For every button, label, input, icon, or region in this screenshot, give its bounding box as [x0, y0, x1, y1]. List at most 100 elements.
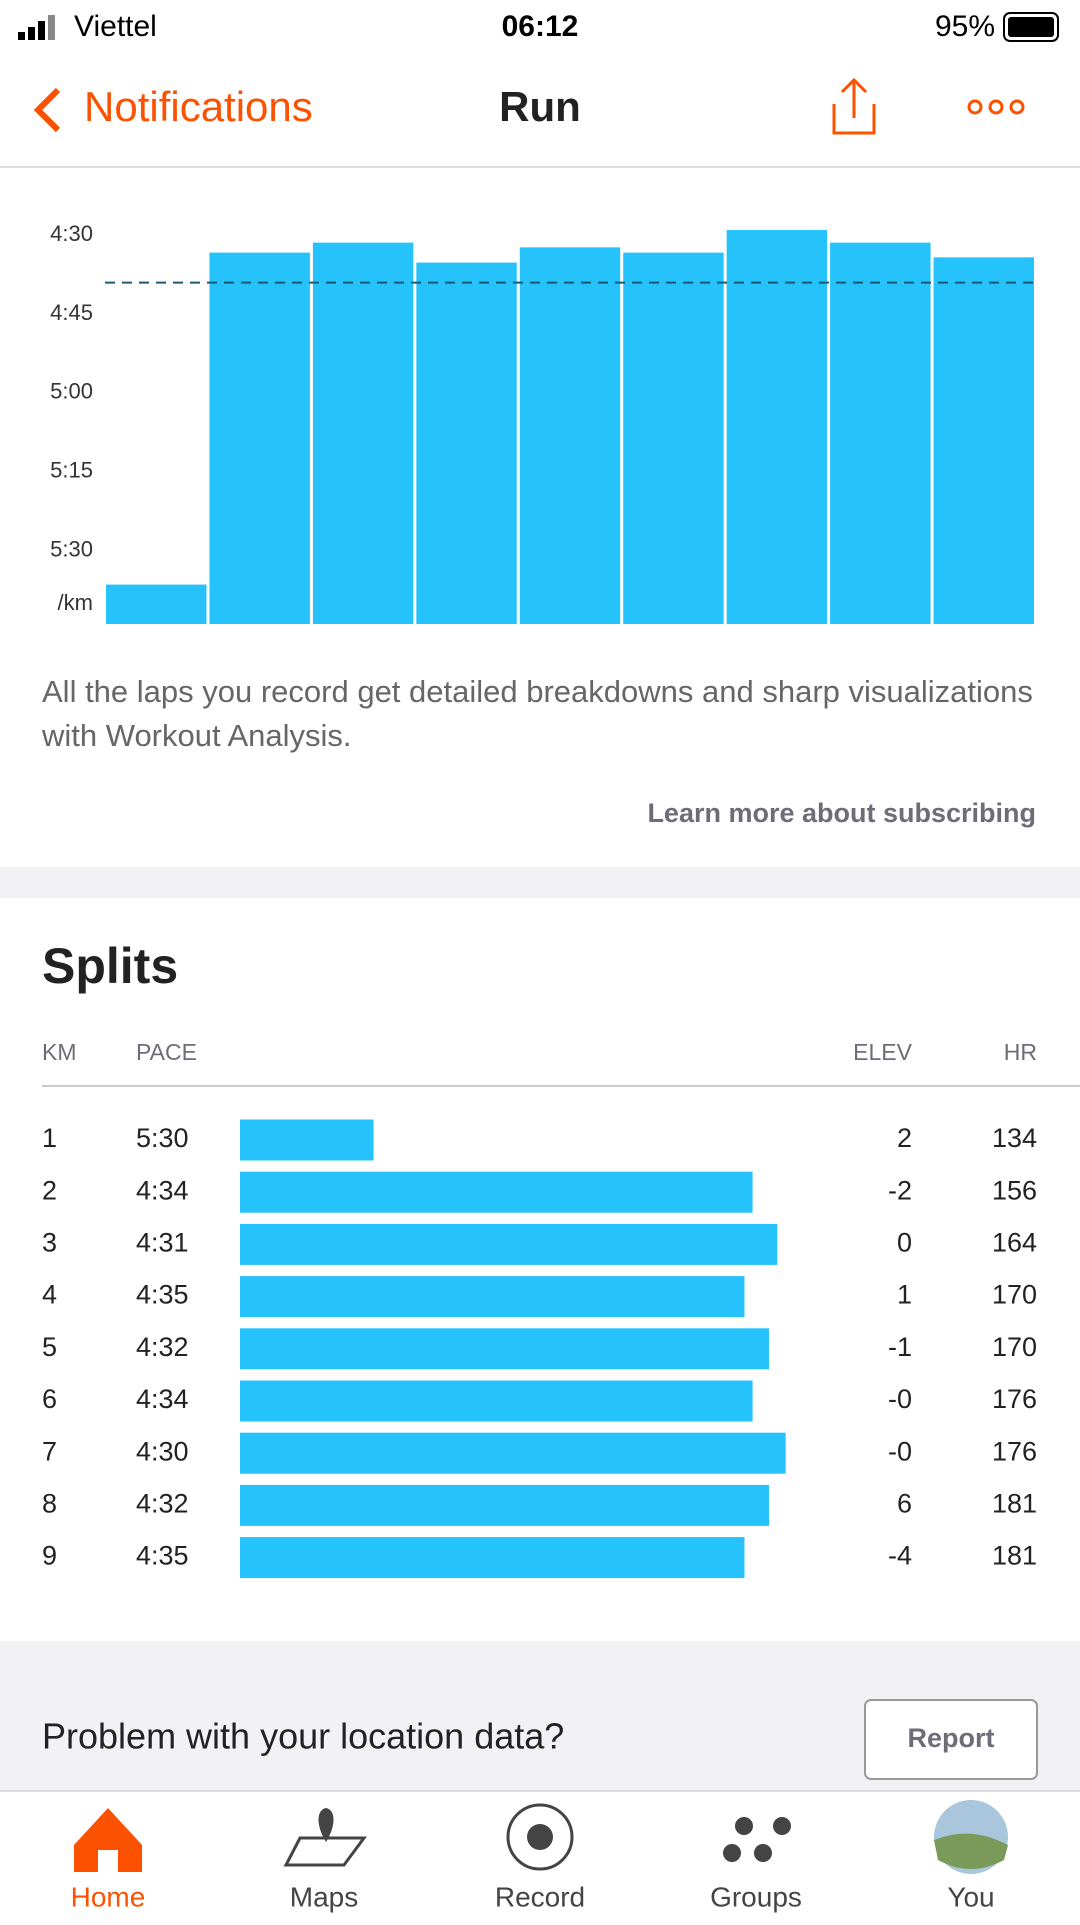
- y-tick-label: 5:00: [50, 379, 93, 404]
- split-elev: 6: [897, 1489, 912, 1519]
- back-button[interactable]: Notifications: [84, 83, 313, 130]
- split-pace: 4:34: [136, 1175, 189, 1205]
- split-elev: 0: [897, 1228, 912, 1258]
- split-hr: 181: [992, 1541, 1037, 1571]
- record-icon[interactable]: [506, 1803, 574, 1871]
- split-pace: 4:32: [136, 1489, 189, 1519]
- home-icon[interactable]: [74, 1808, 142, 1872]
- header-hr: HR: [1004, 1039, 1037, 1065]
- maps-icon[interactable]: [283, 1836, 367, 1867]
- share-icon[interactable]: [832, 77, 876, 135]
- tab-label[interactable]: You: [947, 1881, 994, 1912]
- promo-line: All the laps you record get detailed bre…: [42, 674, 1033, 709]
- carrier: Viettel: [74, 10, 157, 43]
- maps-pin: [318, 1808, 334, 1842]
- lap-bar: [312, 242, 414, 625]
- split-hr: 181: [992, 1489, 1037, 1519]
- split-km: 9: [42, 1541, 57, 1571]
- avatar-landscape: [934, 1833, 1008, 1869]
- header-elev: ELEV: [853, 1039, 912, 1065]
- tab-bar: [0, 1791, 1080, 1920]
- split-hr: 176: [992, 1436, 1037, 1466]
- split-elev: -2: [888, 1175, 912, 1205]
- split-km: 1: [42, 1123, 57, 1153]
- y-tick-label: 5:30: [50, 536, 93, 561]
- split-elev: 2: [897, 1123, 912, 1153]
- lap-bar: [519, 247, 621, 625]
- report-label[interactable]: Report: [908, 1723, 995, 1753]
- subscribe-link[interactable]: Learn more about subscribing: [647, 798, 1036, 828]
- tab-label[interactable]: Maps: [290, 1881, 358, 1912]
- splits-table: 1 5:30 2 134 2 4:34 -2 156 3 4:31 0 164 4 4:35 1 170 5 4:…: [42, 1119, 1037, 1579]
- tab-label[interactable]: Record: [495, 1881, 585, 1912]
- lap-bar: [106, 584, 207, 624]
- home-icon-door: [98, 1850, 118, 1872]
- split-hr: 170: [992, 1280, 1037, 1310]
- split-bar: [240, 1328, 769, 1370]
- split-elev: -4: [888, 1541, 912, 1571]
- groups-icon[interactable]: [723, 1817, 791, 1862]
- split-hr: 176: [992, 1384, 1037, 1414]
- split-pace: 4:34: [136, 1384, 189, 1414]
- split-km: 2: [42, 1175, 57, 1205]
- split-hr: 170: [992, 1332, 1037, 1362]
- nav-bar: Notifications Run: [0, 77, 1080, 168]
- split-hr: 134: [992, 1123, 1037, 1153]
- split-pace: 4:31: [136, 1228, 189, 1258]
- report-button[interactable]: [864, 1699, 1038, 1780]
- split-bar: [240, 1223, 778, 1265]
- splits-title: Splits: [42, 938, 178, 994]
- split-elev: -0: [888, 1436, 912, 1466]
- split-bar: [240, 1276, 745, 1318]
- split-pace: 4:32: [136, 1332, 189, 1362]
- more-icon[interactable]: [967, 99, 1025, 115]
- tab-labels: Home Maps Record Groups You: [71, 1881, 995, 1912]
- section-gap: [0, 867, 1080, 898]
- battery-level: 95%: [935, 10, 995, 43]
- lap-bar: [726, 230, 828, 624]
- clock: 06:12: [502, 10, 579, 43]
- split-bar: [240, 1432, 786, 1474]
- promo-line: with Workout Analysis.: [41, 718, 352, 753]
- split-pace: 4:35: [136, 1280, 189, 1310]
- y-unit: /km: [58, 590, 93, 615]
- split-bar: [240, 1171, 753, 1213]
- y-tick-label: 5:15: [50, 457, 93, 482]
- y-tick-label: 4:30: [50, 221, 93, 246]
- lap-bar: [623, 252, 724, 625]
- signal: [18, 32, 25, 40]
- tab-label[interactable]: Groups: [710, 1881, 802, 1912]
- split-km: 8: [42, 1489, 57, 1519]
- split-bar: [240, 1380, 753, 1422]
- split-pace: 4:30: [136, 1436, 189, 1466]
- split-bar: [240, 1119, 374, 1161]
- signal: [48, 15, 55, 40]
- tab-label[interactable]: Home: [71, 1881, 146, 1912]
- lap-bar: [416, 262, 517, 624]
- battery: [1003, 12, 1059, 42]
- signal: [38, 21, 45, 40]
- split-hr: 164: [992, 1228, 1037, 1258]
- split-hr: 156: [992, 1175, 1037, 1205]
- split-elev: -1: [888, 1332, 912, 1362]
- split-km: 4: [42, 1280, 57, 1310]
- header-pace: PACE: [136, 1039, 197, 1065]
- split-km: 3: [42, 1228, 57, 1258]
- problem-text: Problem with your location data?: [42, 1716, 564, 1757]
- lap-bar: [933, 257, 1034, 624]
- lap-bar: [209, 252, 310, 625]
- split-bar: [240, 1484, 769, 1526]
- back-icon[interactable]: [33, 87, 61, 133]
- y-tick-label: 4:45: [50, 300, 93, 325]
- split-pace: 4:35: [136, 1541, 189, 1571]
- split-elev: 1: [897, 1280, 912, 1310]
- record-dot: [527, 1824, 553, 1850]
- split-km: 5: [42, 1332, 57, 1362]
- split-bar: [240, 1537, 745, 1579]
- battery-fill: [1008, 17, 1054, 37]
- signal: [28, 27, 35, 40]
- split-km: 7: [42, 1436, 57, 1466]
- split-pace: 5:30: [136, 1123, 189, 1153]
